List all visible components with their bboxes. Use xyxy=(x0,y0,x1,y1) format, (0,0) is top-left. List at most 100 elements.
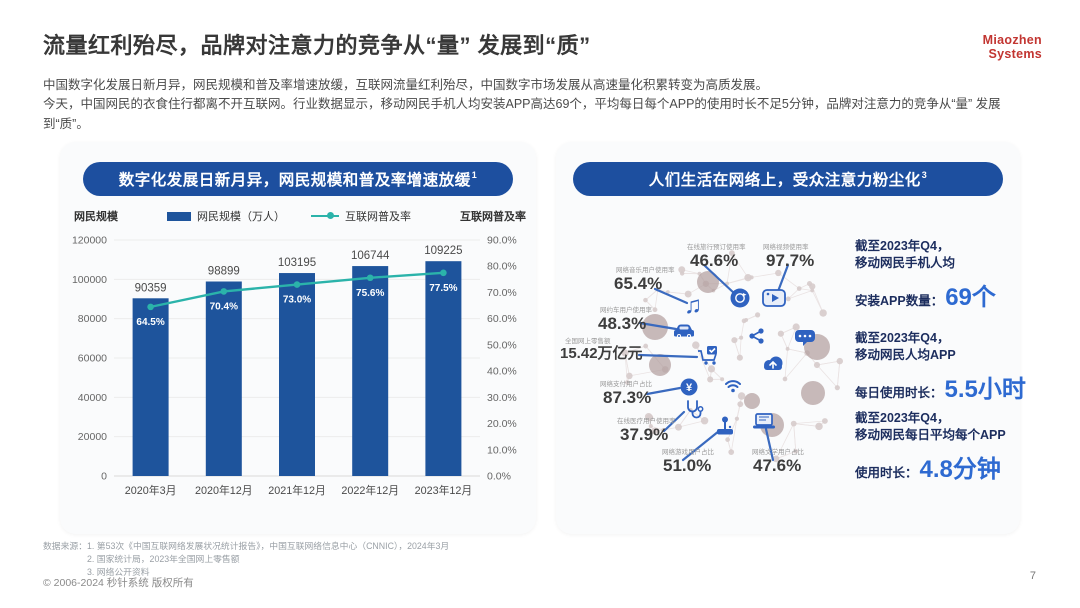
svg-text:60.0%: 60.0% xyxy=(487,313,517,325)
line-value-label: 77.5% xyxy=(429,283,457,294)
stat-prefix: 截至2023年Q4， xyxy=(855,239,950,253)
source-item: 1. 第53次《中国互联网络发展状况统计报告》，中国互联网络信息中心（CNNIC… xyxy=(87,541,450,551)
stat-prefix: 截至2023年Q4， xyxy=(855,331,950,345)
left-panel-header-text: 数字化发展日新月异，网民规模和普及率增速放缓 xyxy=(118,172,471,189)
chart-legend: 网民规模（万人） 互联网普及率 xyxy=(167,208,411,224)
cluster-node xyxy=(801,381,825,405)
copyright: © 2006-2024 秒针系统 版权所有 xyxy=(43,577,194,589)
bar-value-label: 90359 xyxy=(135,282,167,294)
cluster-node xyxy=(744,393,760,409)
right-axis-title: 互联网普及率 xyxy=(460,211,526,223)
car-icon xyxy=(674,324,694,338)
bar-value-label: 106744 xyxy=(351,250,390,262)
bar-value-label: 98899 xyxy=(208,265,240,277)
cart-icon xyxy=(698,346,717,365)
intro-line-2: 今天，中国网民的衣食住行都离不开互联网。行业数据显示，移动网民手机人均安装APP… xyxy=(43,97,1001,131)
stat-label: 每日使用时长： xyxy=(855,385,943,400)
bar xyxy=(205,281,242,476)
stat-block-2: 截至2023年Q4， 移动网民人均APP 每日使用时长：5.5小时 xyxy=(855,330,1026,404)
svg-text:30.0%: 30.0% xyxy=(487,392,517,404)
bar xyxy=(132,298,169,476)
svg-text:50.0%: 50.0% xyxy=(487,339,517,351)
legend-item-line: 互联网普及率 xyxy=(311,208,411,224)
svg-text:100000: 100000 xyxy=(72,274,107,286)
intro-line-1: 中国数字化发展日新月异，网民规模和普及率增速放缓，互联网流量红利殆尽，中国数字市… xyxy=(43,78,769,92)
line-marker xyxy=(220,288,228,295)
share-icon xyxy=(749,328,764,344)
logo-line1: Miaozhen xyxy=(982,33,1042,47)
stat-value: 5.5小时 xyxy=(944,375,1026,403)
svg-text:60000: 60000 xyxy=(78,353,107,365)
bar-legend-label: 网民规模（万人） xyxy=(197,211,285,223)
left-axis-title: 网民规模 xyxy=(74,211,118,223)
sources-label: 数据来源： xyxy=(43,541,87,551)
line-legend-swatch xyxy=(311,212,339,220)
stat-value: 4.8分钟 xyxy=(919,455,1001,483)
bar xyxy=(279,273,315,476)
svg-text:♫: ♫ xyxy=(684,292,702,319)
line-value-label: 73.0% xyxy=(283,295,311,306)
stat-label: 使用时长： xyxy=(855,465,918,480)
svg-text:2023年12月: 2023年12月 xyxy=(415,483,473,497)
svg-text:40000: 40000 xyxy=(78,392,107,404)
music-icon: ♫ xyxy=(684,292,702,319)
line-marker xyxy=(293,281,301,288)
bar-value-label: 109225 xyxy=(424,245,462,257)
chat-icon xyxy=(795,330,815,346)
bar-legend-swatch xyxy=(167,211,191,221)
x-axis-labels: 2020年3月 2020年12月 2021年12月 2022年12月 2023年12月 xyxy=(125,483,472,497)
leader-lines xyxy=(637,263,790,462)
game-icon xyxy=(717,416,733,435)
svg-text:20000: 20000 xyxy=(78,431,107,443)
svg-text:20.0%: 20.0% xyxy=(487,418,517,430)
svg-text:90.0%: 90.0% xyxy=(487,235,517,247)
svg-text:2022年12月: 2022年12月 xyxy=(341,483,399,497)
medical-icon xyxy=(687,400,704,419)
miaozhen-logo: Miaozhen Systems xyxy=(982,33,1042,62)
line-value-label: 75.6% xyxy=(356,288,384,299)
network-diagram: ♫¥ xyxy=(621,250,843,463)
stat-value: 69个 xyxy=(945,283,996,311)
right-panel-header-footnote: 3 xyxy=(921,170,928,180)
svg-text:40.0%: 40.0% xyxy=(487,366,517,378)
line-value-label: 70.4% xyxy=(210,301,238,312)
svg-text:¥: ¥ xyxy=(686,382,693,394)
svg-text:120000: 120000 xyxy=(72,235,107,247)
svg-text:2021年12月: 2021年12月 xyxy=(268,483,326,497)
stat-prefix: 截至2023年Q4， xyxy=(855,411,950,425)
stat-block-3: 截至2023年Q4， 移动网民每日平均每个APP 使用时长：4.8分钟 xyxy=(855,410,1019,484)
line-series: 64.5% 70.4% 73.0% 75.6% 77.5% xyxy=(136,269,458,328)
svg-text:0.0%: 0.0% xyxy=(487,471,511,483)
line-marker xyxy=(366,274,374,282)
bar-value-label: 103195 xyxy=(278,257,316,269)
page-title: 流量红利殆尽，品牌对注意力的竞争从“量” 发展到“质” xyxy=(43,33,591,58)
stat-desc: 移动网民人均APP xyxy=(855,347,956,362)
svg-text:0: 0 xyxy=(101,471,107,483)
source-item: 2. 国家统计局，2023年全国网上零售额 xyxy=(87,554,240,565)
right-panel-header: 人们生活在网络上，受众注意力粉尘化 3 xyxy=(573,162,1003,196)
cloud-icon xyxy=(764,356,783,370)
travel-icon xyxy=(730,288,750,308)
right-panel-header-text: 人们生活在网络上，受众注意力粉尘化 xyxy=(648,172,921,189)
svg-text:80000: 80000 xyxy=(78,313,107,325)
stat-desc: 移动网民手机人均 xyxy=(855,255,956,270)
intro-paragraph: 中国数字化发展日新月异，网民规模和普及率增速放缓，互联网流量红利殆尽，中国数字市… xyxy=(43,76,1038,134)
logo-line2: Systems xyxy=(988,46,1042,61)
bar-series: 90359 98899 103195 106744 109225 xyxy=(132,245,463,476)
line-marker xyxy=(147,303,154,311)
chart-header-row: 网民规模 网民规模（万人） 互联网普及率 互联网普及率 xyxy=(74,208,526,224)
source-item: 3. 网络公开资料 xyxy=(87,567,150,578)
svg-text:80.0%: 80.0% xyxy=(487,261,517,273)
svg-text:2020年3月: 2020年3月 xyxy=(125,483,177,497)
cluster-node xyxy=(642,314,668,340)
left-panel-header-footnote: 1 xyxy=(471,170,478,180)
laptop-icon xyxy=(753,413,775,429)
payment-icon: ¥ xyxy=(680,378,698,396)
bar-line-chart: 0 20000 40000 60000 80000 100000 120000 0.0% 10.… xyxy=(72,235,517,498)
page-number: 7 xyxy=(1029,570,1036,582)
mesh-network xyxy=(621,250,843,463)
line-marker xyxy=(440,269,447,277)
right-diagram-panel: 人们生活在网络上，受众注意力粉尘化 3 ♫ ¥ 网络音乐用户使用率 65.4% 在线旅行… xyxy=(556,142,1026,534)
cluster-node xyxy=(649,354,671,376)
